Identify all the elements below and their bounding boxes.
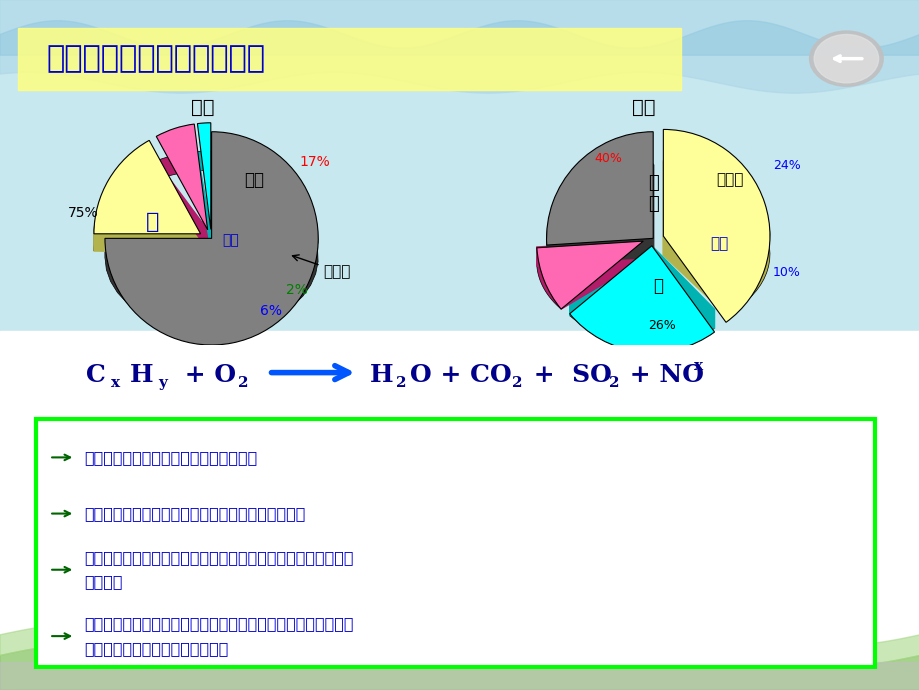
Polygon shape <box>537 247 561 309</box>
Wedge shape <box>546 132 652 245</box>
Text: 煤: 煤 <box>652 277 663 295</box>
Text: 26%: 26% <box>647 319 675 332</box>
Circle shape <box>809 31 882 86</box>
Text: 世界: 世界 <box>631 97 655 117</box>
Text: 24%: 24% <box>772 159 800 172</box>
Wedge shape <box>105 132 318 345</box>
Wedge shape <box>663 130 769 322</box>
Polygon shape <box>198 151 210 170</box>
Polygon shape <box>105 238 211 257</box>
Text: + O: + O <box>176 364 235 387</box>
Polygon shape <box>94 232 200 253</box>
Text: + NO: + NO <box>620 364 703 387</box>
Wedge shape <box>537 241 642 309</box>
Text: y: y <box>157 375 166 390</box>
Wedge shape <box>198 123 210 229</box>
Text: H: H <box>369 364 393 387</box>
Text: 40%: 40% <box>594 152 622 165</box>
Bar <box>18 28 680 90</box>
Text: O + CO: O + CO <box>410 364 512 387</box>
Polygon shape <box>569 297 714 343</box>
Wedge shape <box>94 140 200 234</box>
Polygon shape <box>105 164 318 332</box>
Polygon shape <box>561 241 642 309</box>
Text: 氢能作为理想的清洁的可再生的二次能源，其形成的关键是廉价
的氢源；: 氢能作为理想的清洁的可再生的二次能源，其形成的关键是廉价 的氢源； <box>84 550 353 589</box>
Text: 其他: 其他 <box>709 236 728 251</box>
Text: 世界能源主要依赖不可再生的化石资源；: 世界能源主要依赖不可再生的化石资源； <box>84 450 256 465</box>
Text: 天然气: 天然气 <box>292 255 350 279</box>
Bar <box>0 0 919 331</box>
Text: 2: 2 <box>512 375 522 390</box>
Text: 10%: 10% <box>772 266 800 279</box>
Text: 石
油: 石 油 <box>647 174 658 213</box>
Polygon shape <box>652 246 714 328</box>
Polygon shape <box>156 161 208 249</box>
Text: H: H <box>130 364 153 387</box>
Text: 石油: 石油 <box>244 170 264 188</box>
Text: 中国: 中国 <box>190 97 214 117</box>
Text: 我国能源结构面临经济发展和环境保护的双层压力；: 我国能源结构面临经济发展和环境保护的双层压力； <box>84 506 305 521</box>
Text: 17%: 17% <box>299 155 329 169</box>
Polygon shape <box>546 238 652 262</box>
Text: x: x <box>693 359 702 373</box>
Text: 2: 2 <box>608 375 618 390</box>
Text: 天然气: 天然气 <box>716 172 743 187</box>
Bar <box>0 331 919 690</box>
Text: C: C <box>86 364 107 387</box>
Polygon shape <box>198 152 210 248</box>
Text: 2%: 2% <box>286 283 308 297</box>
Text: 太阳能资源丰富、普遍、经济、洁净。太阳能光分解水技术可望
获得廉价的氢气，还可就地生产。: 太阳能资源丰富、普遍、经济、洁净。太阳能光分解水技术可望 获得廉价的氢气，还可就… <box>84 616 353 656</box>
Text: 其他: 其他 <box>222 233 239 248</box>
Polygon shape <box>156 152 194 180</box>
Polygon shape <box>194 152 208 249</box>
Text: +  SO: + SO <box>525 364 611 387</box>
Polygon shape <box>94 166 149 251</box>
Circle shape <box>813 34 878 83</box>
Polygon shape <box>149 166 200 253</box>
Text: 2: 2 <box>395 375 406 390</box>
Text: 2: 2 <box>238 375 248 390</box>
Polygon shape <box>663 236 725 315</box>
Text: 一、目前的能源结构与现状: 一、目前的能源结构与现状 <box>46 44 265 73</box>
Wedge shape <box>156 124 208 230</box>
Polygon shape <box>663 160 769 315</box>
Text: 75%: 75% <box>68 206 98 220</box>
Text: 煤: 煤 <box>146 213 160 233</box>
FancyBboxPatch shape <box>36 419 874 667</box>
Text: 6%: 6% <box>259 304 281 318</box>
Polygon shape <box>569 246 652 316</box>
Polygon shape <box>546 164 652 262</box>
Wedge shape <box>569 246 714 353</box>
Polygon shape <box>537 241 642 266</box>
Text: x: x <box>110 375 119 390</box>
